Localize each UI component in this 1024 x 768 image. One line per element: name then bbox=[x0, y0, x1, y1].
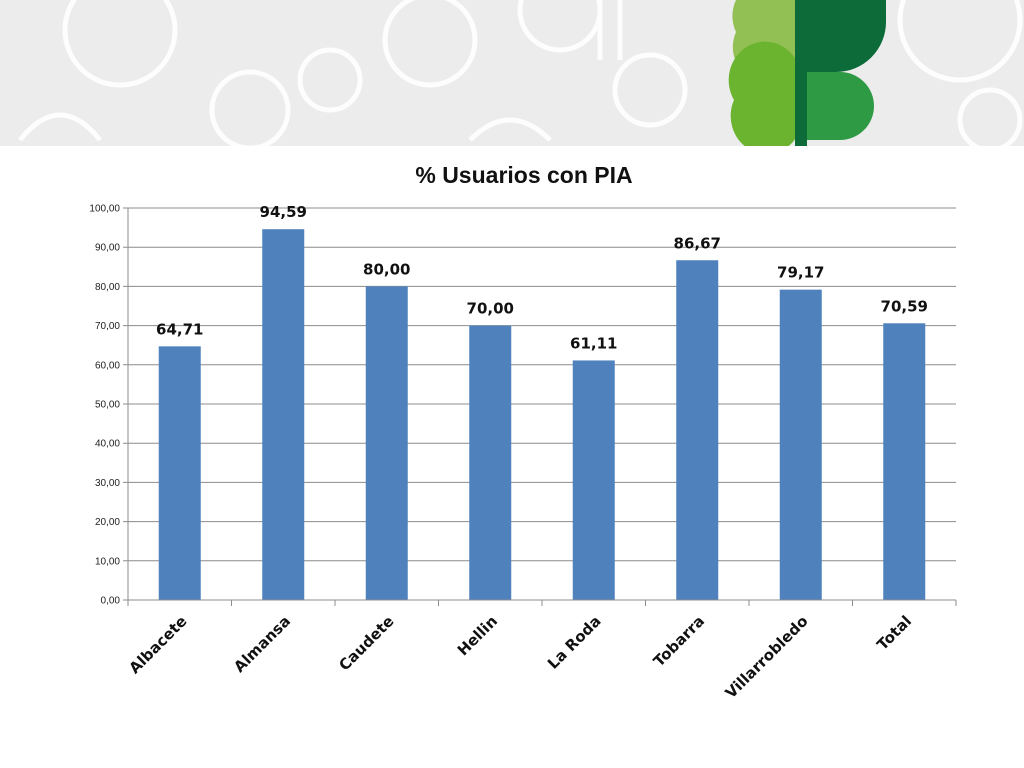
x-tick-label: Tobarra bbox=[650, 612, 708, 670]
data-label: 94,59 bbox=[260, 203, 307, 221]
y-tick-label: 50,00 bbox=[95, 400, 120, 411]
data-label: 70,59 bbox=[881, 297, 928, 315]
y-tick-label: 40,00 bbox=[95, 439, 120, 450]
clover-p-logo-icon bbox=[728, 0, 886, 146]
y-tick-label: 90,00 bbox=[95, 243, 120, 254]
bar-almansa bbox=[262, 229, 305, 600]
data-label: 70,00 bbox=[467, 300, 514, 318]
x-tick-label: Caudete bbox=[335, 612, 397, 674]
data-label: 80,00 bbox=[363, 260, 410, 278]
x-tick-label: La Roda bbox=[544, 612, 605, 673]
bar-chart: % Usuarios con PIA 0,00 10,00 20,00 30,00 40… bbox=[89, 162, 957, 702]
x-axis: Albacete Almansa Caudete Hellin La Roda Tobar… bbox=[126, 599, 957, 702]
y-axis-ticks: 0,00 10,00 20,00 30,00 40,00 50,00 60,00 70,00 8… bbox=[89, 204, 120, 607]
bars bbox=[158, 229, 926, 600]
y-tick-label: 20,00 bbox=[95, 517, 120, 528]
y-tick-label: 80,00 bbox=[95, 282, 120, 293]
bar-total bbox=[883, 323, 926, 600]
x-tick-label: Total bbox=[873, 612, 915, 654]
y-tick-label: 0,00 bbox=[101, 596, 121, 607]
y-tick-label: 100,00 bbox=[89, 204, 120, 215]
x-tick-label: Hellin bbox=[454, 612, 501, 659]
gridlines bbox=[123, 207, 956, 601]
data-label: 61,11 bbox=[570, 334, 617, 352]
header-banner bbox=[0, 0, 1024, 146]
x-tick-label: Villarrobledo bbox=[722, 612, 812, 702]
data-label: 64,71 bbox=[156, 320, 203, 338]
bar-villarrobledo bbox=[779, 289, 822, 600]
bar-caudete bbox=[365, 286, 408, 600]
bar-albacete bbox=[158, 346, 201, 600]
chart-title: % Usuarios con PIA bbox=[415, 162, 632, 188]
bar-la-roda bbox=[572, 360, 615, 600]
x-tick-label: Albacete bbox=[126, 612, 191, 677]
flower-outline-pattern-icon bbox=[18, 0, 1023, 146]
x-tick-label: Almansa bbox=[230, 612, 294, 676]
y-tick-label: 70,00 bbox=[95, 321, 120, 332]
y-tick-label: 30,00 bbox=[95, 478, 120, 489]
y-tick-label: 60,00 bbox=[95, 360, 120, 371]
bar-hellin bbox=[469, 325, 512, 600]
data-label: 79,17 bbox=[777, 264, 824, 282]
data-label: 86,67 bbox=[674, 234, 721, 252]
y-tick-label: 10,00 bbox=[95, 556, 120, 567]
data-labels: 64,71 94,59 80,00 70,00 61,11 86,67 79,17 70,59 bbox=[156, 203, 928, 352]
bar-tobarra bbox=[676, 260, 719, 600]
